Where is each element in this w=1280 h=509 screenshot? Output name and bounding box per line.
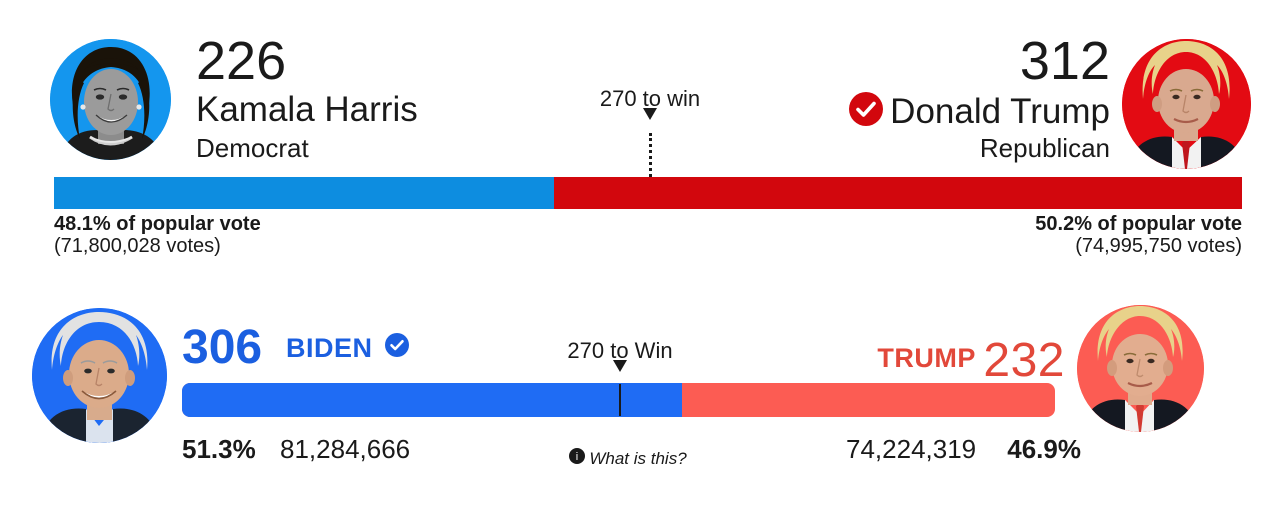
svg-text:i: i xyxy=(576,451,578,463)
